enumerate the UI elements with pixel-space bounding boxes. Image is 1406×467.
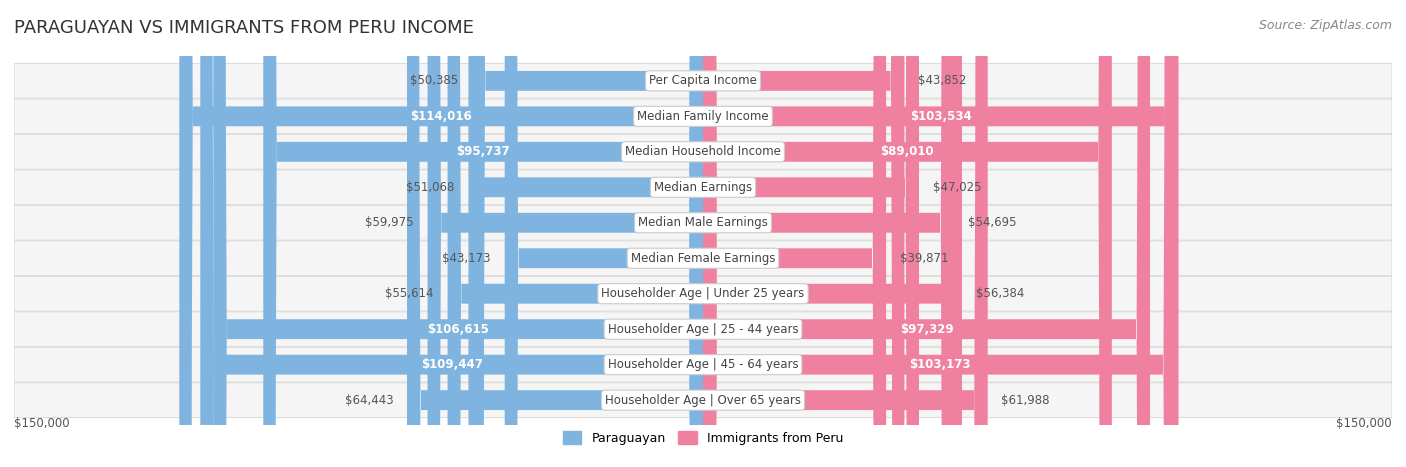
Text: PARAGUAYAN VS IMMIGRANTS FROM PERU INCOME: PARAGUAYAN VS IMMIGRANTS FROM PERU INCOM… [14,19,474,37]
Text: Median Earnings: Median Earnings [654,181,752,194]
FancyBboxPatch shape [703,0,886,467]
FancyBboxPatch shape [180,0,703,467]
Text: $103,534: $103,534 [910,110,972,123]
Text: $61,988: $61,988 [1001,394,1050,407]
FancyBboxPatch shape [505,0,703,467]
Text: $39,871: $39,871 [900,252,949,265]
FancyBboxPatch shape [14,312,1392,347]
FancyBboxPatch shape [471,0,703,467]
FancyBboxPatch shape [703,0,904,467]
Text: $150,000: $150,000 [14,417,70,430]
FancyBboxPatch shape [703,0,955,467]
FancyBboxPatch shape [14,64,1392,98]
FancyBboxPatch shape [14,347,1392,382]
Text: $50,385: $50,385 [409,74,458,87]
Text: $54,695: $54,695 [967,216,1017,229]
FancyBboxPatch shape [427,0,703,467]
FancyBboxPatch shape [263,0,703,467]
Legend: Paraguayan, Immigrants from Peru: Paraguayan, Immigrants from Peru [558,426,848,450]
FancyBboxPatch shape [447,0,703,467]
Text: $103,173: $103,173 [910,358,970,371]
Text: Median Household Income: Median Household Income [626,145,780,158]
Text: $43,173: $43,173 [443,252,491,265]
FancyBboxPatch shape [703,0,1112,467]
FancyBboxPatch shape [406,0,703,467]
FancyBboxPatch shape [703,0,962,467]
Text: Median Family Income: Median Family Income [637,110,769,123]
Text: $64,443: $64,443 [344,394,394,407]
Text: $51,068: $51,068 [406,181,454,194]
FancyBboxPatch shape [703,0,1178,467]
FancyBboxPatch shape [703,0,920,467]
FancyBboxPatch shape [14,241,1392,276]
FancyBboxPatch shape [468,0,703,467]
Text: $47,025: $47,025 [932,181,981,194]
Text: $109,447: $109,447 [420,358,482,371]
Text: $95,737: $95,737 [457,145,510,158]
Text: $89,010: $89,010 [880,145,934,158]
Text: $55,614: $55,614 [385,287,434,300]
Text: $43,852: $43,852 [918,74,966,87]
FancyBboxPatch shape [14,276,1392,311]
Text: Householder Age | Under 25 years: Householder Age | Under 25 years [602,287,804,300]
FancyBboxPatch shape [14,134,1392,169]
Text: Source: ZipAtlas.com: Source: ZipAtlas.com [1258,19,1392,32]
Text: $106,615: $106,615 [427,323,489,336]
FancyBboxPatch shape [214,0,703,467]
Text: Per Capita Income: Per Capita Income [650,74,756,87]
FancyBboxPatch shape [14,170,1392,205]
FancyBboxPatch shape [703,0,1177,467]
FancyBboxPatch shape [703,0,1150,467]
Text: Householder Age | Over 65 years: Householder Age | Over 65 years [605,394,801,407]
FancyBboxPatch shape [200,0,703,467]
Text: Median Male Earnings: Median Male Earnings [638,216,768,229]
Text: Median Female Earnings: Median Female Earnings [631,252,775,265]
Text: $97,329: $97,329 [900,323,953,336]
Text: Householder Age | 25 - 44 years: Householder Age | 25 - 44 years [607,323,799,336]
Text: Householder Age | 45 - 64 years: Householder Age | 45 - 64 years [607,358,799,371]
Text: $114,016: $114,016 [411,110,472,123]
FancyBboxPatch shape [14,383,1392,417]
FancyBboxPatch shape [14,205,1392,240]
FancyBboxPatch shape [14,99,1392,134]
Text: $56,384: $56,384 [976,287,1024,300]
Text: $59,975: $59,975 [366,216,413,229]
Text: $150,000: $150,000 [1336,417,1392,430]
FancyBboxPatch shape [703,0,987,467]
